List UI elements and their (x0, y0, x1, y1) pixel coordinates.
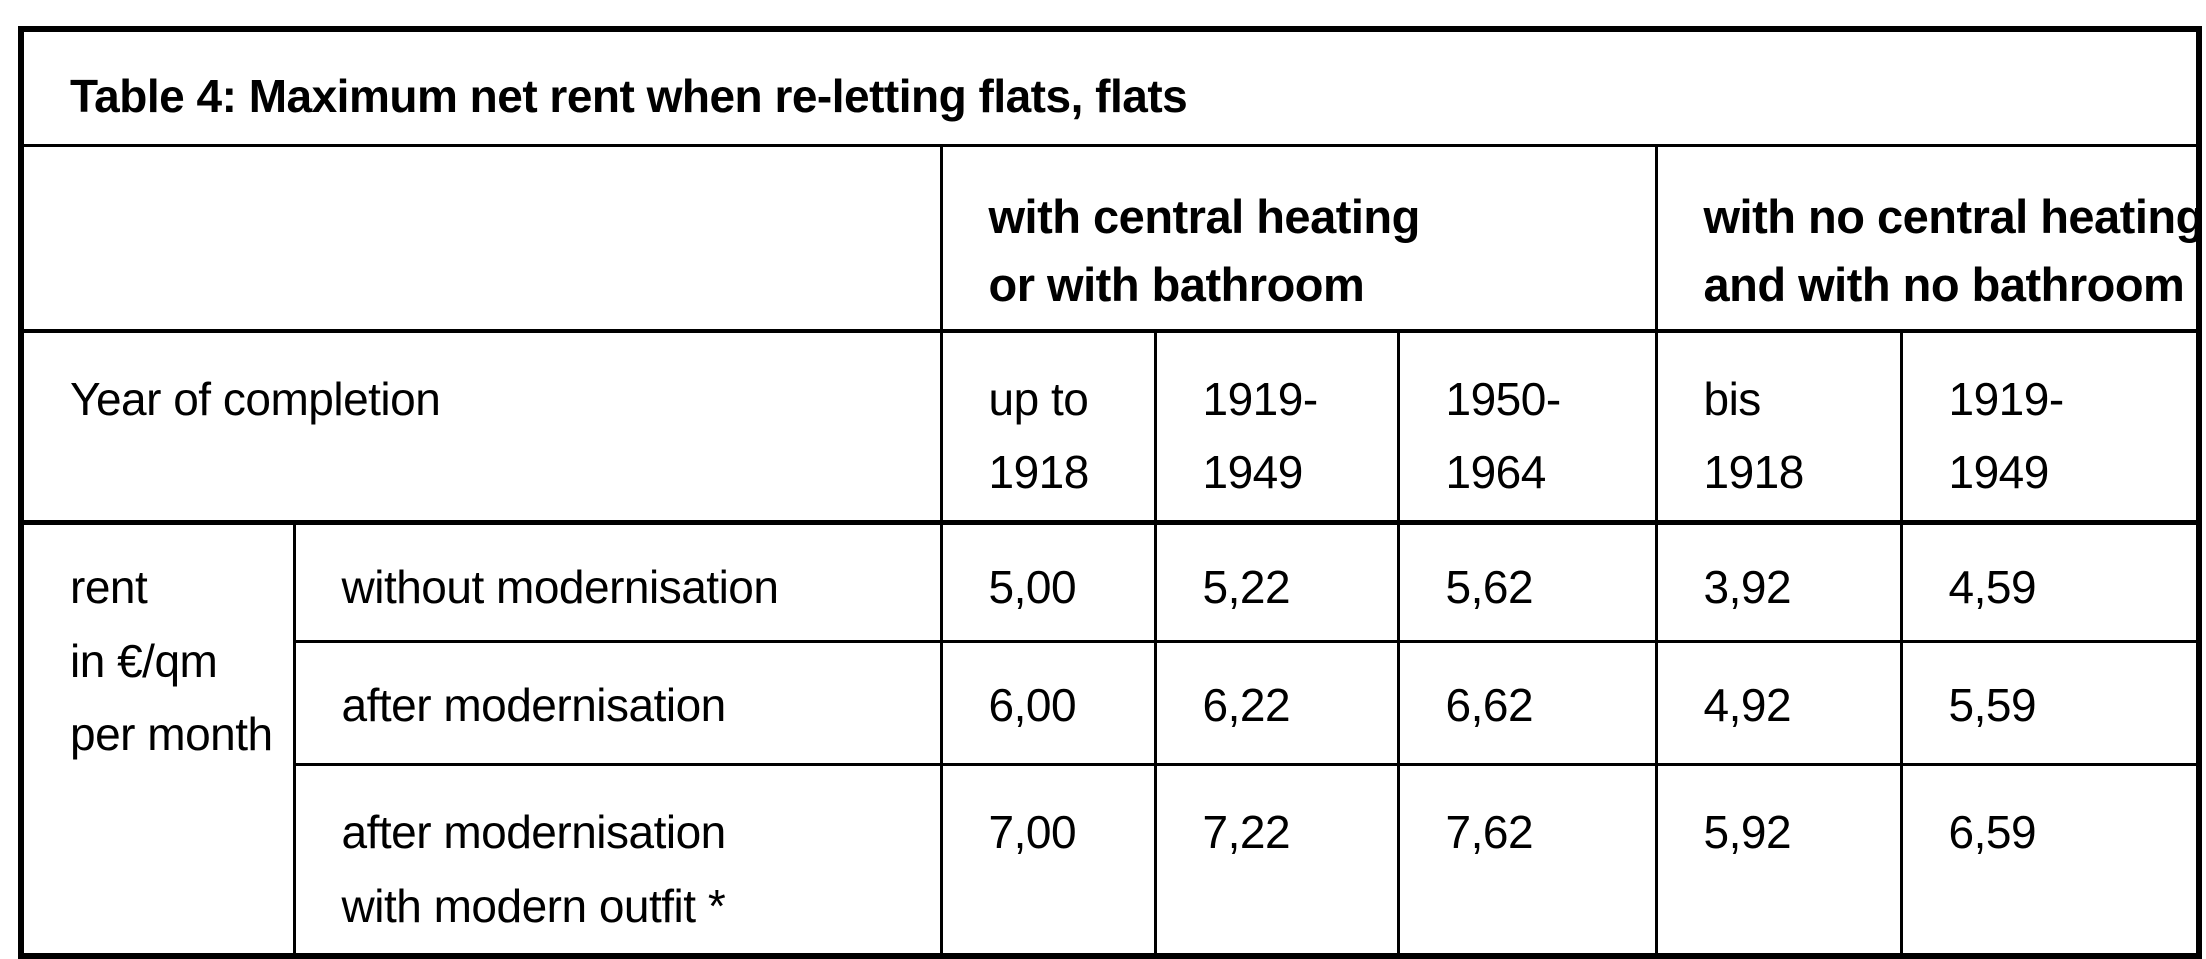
row-label: without modernisation (292, 521, 943, 644)
year-column-header: up to 1918 (939, 329, 1157, 526)
data-cell: 3,92 (1654, 521, 1903, 644)
group-header-no-central-heating: with no central heating and with no bath… (1654, 143, 2201, 333)
column-group-row: with central heating or with bathroom wi… (19, 143, 2201, 333)
empty-corner-cell (19, 143, 943, 333)
table-row: rent in €/qm per month without modernisa… (19, 521, 2201, 958)
year-column-header: bis 1918 (1654, 329, 1903, 526)
data-cell: 4,59 (1899, 521, 2201, 644)
data-cell: 6,00 (939, 640, 1157, 767)
data-cell: 7,62 (1396, 763, 1658, 958)
year-of-completion-label: Year of completion (19, 329, 943, 526)
year-column-header: 1950- 1964 (1396, 329, 1658, 526)
row-label: after modernisation with modern outfit * (292, 763, 943, 958)
table-row: after modernisation 6,00 6,22 6,62 4,92 … (21, 640, 2201, 767)
rent-unit-label: rent in €/qm per month (19, 521, 296, 958)
table-title: Table 4: Maximum net rent when re-lettin… (19, 27, 2201, 147)
table-row: after modernisation with modern outfit *… (21, 763, 2201, 958)
row-label: after modernisation (292, 640, 943, 767)
group-header-central-heating: with central heating or with bathroom (939, 143, 1658, 333)
data-cell: 6,59 (1899, 763, 2201, 958)
data-cell: 5,92 (1654, 763, 1903, 958)
data-cell: 4,92 (1654, 640, 1903, 767)
document-page: Table 4: Maximum net rent when re-lettin… (18, 26, 2203, 959)
data-cell: 6,62 (1396, 640, 1658, 767)
data-cell: 5,22 (1153, 521, 1400, 644)
data-cell: 6,22 (1153, 640, 1400, 767)
data-cell: 5,62 (1396, 521, 1658, 644)
data-cell: 5,59 (1899, 640, 2201, 767)
year-column-header: 1919- 1949 (1899, 329, 2201, 526)
rent-table: Table 4: Maximum net rent when re-lettin… (18, 26, 2203, 959)
year-header-row: Year of completion up to 1918 1919- 1949… (19, 329, 2201, 526)
data-cell: 7,00 (939, 763, 1157, 958)
data-cell: 7,22 (1153, 763, 1400, 958)
data-cell: 5,00 (939, 521, 1157, 644)
title-row: Table 4: Maximum net rent when re-lettin… (19, 27, 2201, 147)
year-column-header: 1919- 1949 (1153, 329, 1400, 526)
